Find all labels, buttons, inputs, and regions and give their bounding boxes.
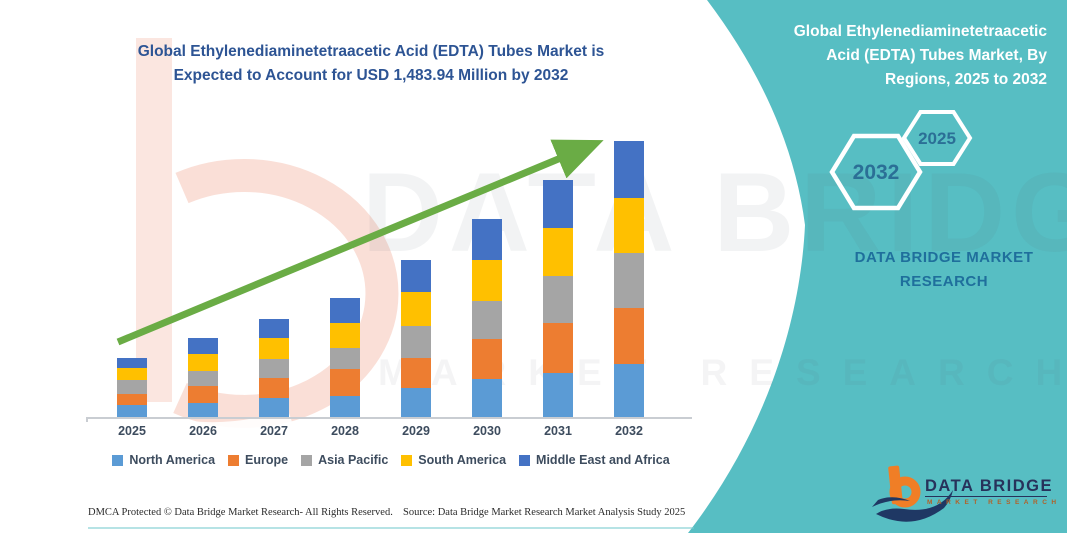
legend-label: Middle East and Africa (536, 453, 670, 467)
chart-title: Global Ethylenediaminetetraacetic Acid (… (88, 40, 654, 88)
x-axis-line (86, 417, 692, 419)
x-axis-label: 2028 (331, 424, 359, 438)
bar-segment (543, 322, 573, 373)
stacked-bar-2031 (543, 180, 573, 417)
chart-title-line1: Global Ethylenediaminetetraacetic Acid (… (137, 43, 605, 60)
bar-segment (188, 386, 218, 403)
hexagon-2025-label: 2025 (918, 129, 956, 148)
legend-label: South America (418, 453, 507, 467)
footer-accent-line (88, 527, 694, 529)
logo-b-stem (888, 465, 903, 505)
bar-segment (401, 387, 431, 417)
bar-segment (614, 197, 644, 253)
bar-segment (188, 338, 218, 355)
bar-segment (188, 402, 218, 417)
footer-dmca-text: DMCA Protected © Data Bridge Market Rese… (88, 507, 393, 518)
stacked-bar-2028 (330, 298, 360, 417)
legend: North America Europe Asia Pacific South Ame… (84, 453, 698, 467)
stacked-bar-2026 (188, 338, 218, 417)
bar-segment (259, 319, 289, 338)
bar-segment (472, 219, 502, 261)
legend-item: Europe (228, 453, 288, 467)
bar-segment (117, 358, 147, 368)
stacked-bar-2030 (472, 219, 502, 417)
side-panel-brand-line2: RESEARCH (899, 273, 989, 290)
bar-segment (259, 377, 289, 398)
bar-segment (614, 364, 644, 417)
x-axis-label: 2031 (544, 424, 572, 438)
legend-swatch (112, 454, 124, 466)
side-panel-brand-text: DATA BRIDGE MARKET RESEARCH (838, 246, 1050, 294)
x-axis-label: 2027 (260, 424, 288, 438)
legend-swatch (401, 454, 413, 466)
bar-segment (330, 298, 360, 323)
x-axis-label: 2025 (118, 424, 146, 438)
legend-swatch (519, 454, 531, 466)
bar-segment (259, 337, 289, 359)
bar-segment (543, 372, 573, 417)
bar-segment (614, 252, 644, 308)
bar-segment (330, 347, 360, 370)
bar-segment (401, 357, 431, 388)
logo-divider (925, 496, 1047, 497)
chart-title-line2: Expected to Account for USD 1,483.94 Mil… (173, 67, 569, 85)
bar-segment (330, 396, 360, 417)
logo-b-bowl (889, 476, 921, 508)
bar-segment (472, 339, 502, 380)
bar-segment (330, 369, 360, 396)
legend-label: Asia Pacific (318, 453, 389, 467)
bar-segment (117, 367, 147, 381)
bar-segment (401, 260, 431, 292)
side-panel-heading-line2: Acid (EDTA) Tubes Market, By (826, 47, 1047, 65)
bar-segment (259, 358, 289, 378)
bar-segment (614, 307, 644, 365)
axis-tick (86, 417, 88, 422)
bar-segment (117, 380, 147, 394)
bar-segment (401, 291, 431, 327)
bar-segment (188, 370, 218, 387)
stacked-bar-2027 (259, 319, 289, 417)
bar-segment (330, 322, 360, 348)
logo-subtitle: MARKET RESEARCH (927, 499, 1061, 506)
bar-segment (614, 141, 644, 198)
side-panel-brand-line1: DATA BRIDGE MARKET (854, 249, 1034, 266)
legend-item: Middle East and Africa (519, 453, 670, 467)
bar-segment (543, 276, 573, 323)
legend-item: Asia Pacific (301, 453, 388, 467)
side-panel-heading-line3: Regions, 2025 to 2032 (885, 71, 1047, 89)
logo-wordmark: DATA BRIDGE (925, 477, 1054, 495)
legend-label: North America (129, 453, 216, 467)
bar-segment (259, 397, 289, 417)
bar-segment (401, 326, 431, 358)
stacked-bar-2029 (401, 260, 431, 417)
stacked-bar-2025 (117, 358, 147, 417)
side-panel-heading-line1: Global Ethylenediaminetetraacetic (793, 23, 1047, 40)
bar-segment (188, 354, 218, 371)
hexagon-2032-label: 2032 (852, 161, 900, 184)
bar-segment (117, 393, 147, 406)
bar-segment (543, 227, 573, 277)
bar-segment (543, 180, 573, 228)
legend-item: North America (112, 453, 215, 467)
stacked-bar-2032 (614, 141, 644, 417)
bar-segment (472, 260, 502, 302)
legend-swatch (228, 454, 240, 466)
x-axis-label: 2026 (189, 424, 217, 438)
bar-segment (472, 301, 502, 340)
bar-segment (117, 405, 147, 417)
legend-label: Europe (245, 453, 289, 467)
x-axis-label: 2032 (615, 424, 643, 438)
x-axis-label: 2030 (473, 424, 501, 438)
logo-d-swoosh-top (872, 497, 910, 507)
legend-item: South America (401, 453, 506, 467)
stacked-bar-chart: 2025 2026 2027 2028 2029 2030 2031 2032 North A… (84, 130, 698, 490)
footer-source-text: Source: Data Bridge Market Research Mark… (403, 507, 686, 518)
side-panel-heading: Global Ethylenediaminetetraacetic Acid (… (737, 20, 1047, 92)
x-axis-label: 2029 (402, 424, 430, 438)
legend-swatch (301, 454, 313, 466)
bar-segment (472, 379, 502, 417)
